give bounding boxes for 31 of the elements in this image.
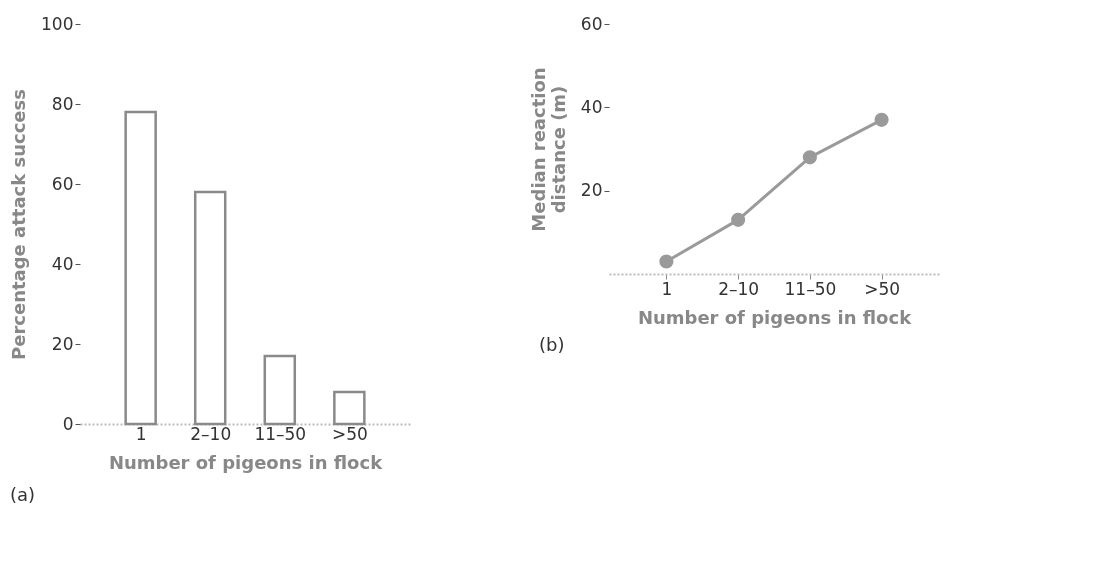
x-tick-label: 1 <box>661 278 673 299</box>
y-tick-label: 60 <box>580 13 603 34</box>
bar <box>263 354 297 426</box>
y-axis-title: Median reaction distance (m) <box>527 67 569 232</box>
bar <box>333 390 366 426</box>
x-tick-label: 2–10 <box>190 423 232 444</box>
y-tick-label: 20 <box>580 180 603 201</box>
text: (b) <box>539 334 565 355</box>
x-tick-label: >50 <box>864 278 901 299</box>
y-tick-label: 60 <box>51 173 74 194</box>
x-tick-label: 1 <box>135 423 147 444</box>
point <box>802 150 817 165</box>
y-tick-label: 80 <box>51 93 74 114</box>
x-tick-label: 2–10 <box>718 278 760 299</box>
point <box>659 254 674 269</box>
y-tick-label: 0 <box>62 413 74 434</box>
x-axis-title: Number of pigeons in flock <box>108 451 384 473</box>
y-tick-label: 40 <box>51 253 74 274</box>
bar <box>124 110 157 426</box>
bar <box>193 190 227 426</box>
y-axis-title: Percentage attack success <box>8 89 30 360</box>
y-tick-label: 100 <box>41 13 74 34</box>
text: (a) <box>10 484 36 505</box>
x-axis-title: Number of pigeons in flock <box>637 306 913 328</box>
y-tick-label: 40 <box>580 96 603 117</box>
x-tick-label: >50 <box>331 423 368 444</box>
y-tick-label: 20 <box>51 333 74 354</box>
x-tick-label: 11–50 <box>254 423 307 444</box>
x-tick-label: 11–50 <box>784 278 837 299</box>
point <box>731 212 746 227</box>
point <box>874 112 889 127</box>
